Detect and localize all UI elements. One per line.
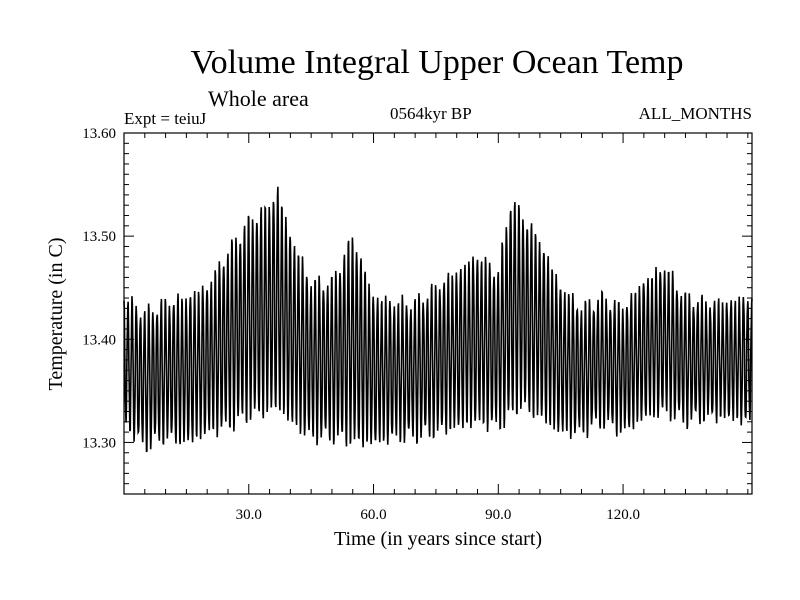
y-axis-title: Temperature (in C) [45,238,67,391]
x-axis-title: Time (in years since start) [334,528,542,550]
experiment-label: Expt = teiuJ [124,109,207,128]
x-tick-label: 90.0 [485,507,511,523]
y-tick-label: 13.60 [82,126,116,142]
period-label: 0564kyr BP [390,104,472,123]
axis-tick-labels: 13.30 13.40 13.50 13.60 30.0 60.0 90.0 120.0 [82,126,640,523]
chart-title: Volume Integral Upper Ocean Temp [190,44,684,81]
x-tick-label: 60.0 [360,507,386,523]
y-tick-label: 13.30 [82,435,116,451]
y-tick-label: 13.40 [82,332,116,348]
x-tick-label: 30.0 [236,507,262,523]
plot-frame [123,132,753,495]
chart-subtitle: Whole area [208,86,309,111]
y-tick-label: 13.50 [82,229,116,245]
x-tick-label: 120.0 [606,507,640,523]
months-label: ALL_MONTHS [638,104,752,123]
temperature-series-line [123,186,753,453]
